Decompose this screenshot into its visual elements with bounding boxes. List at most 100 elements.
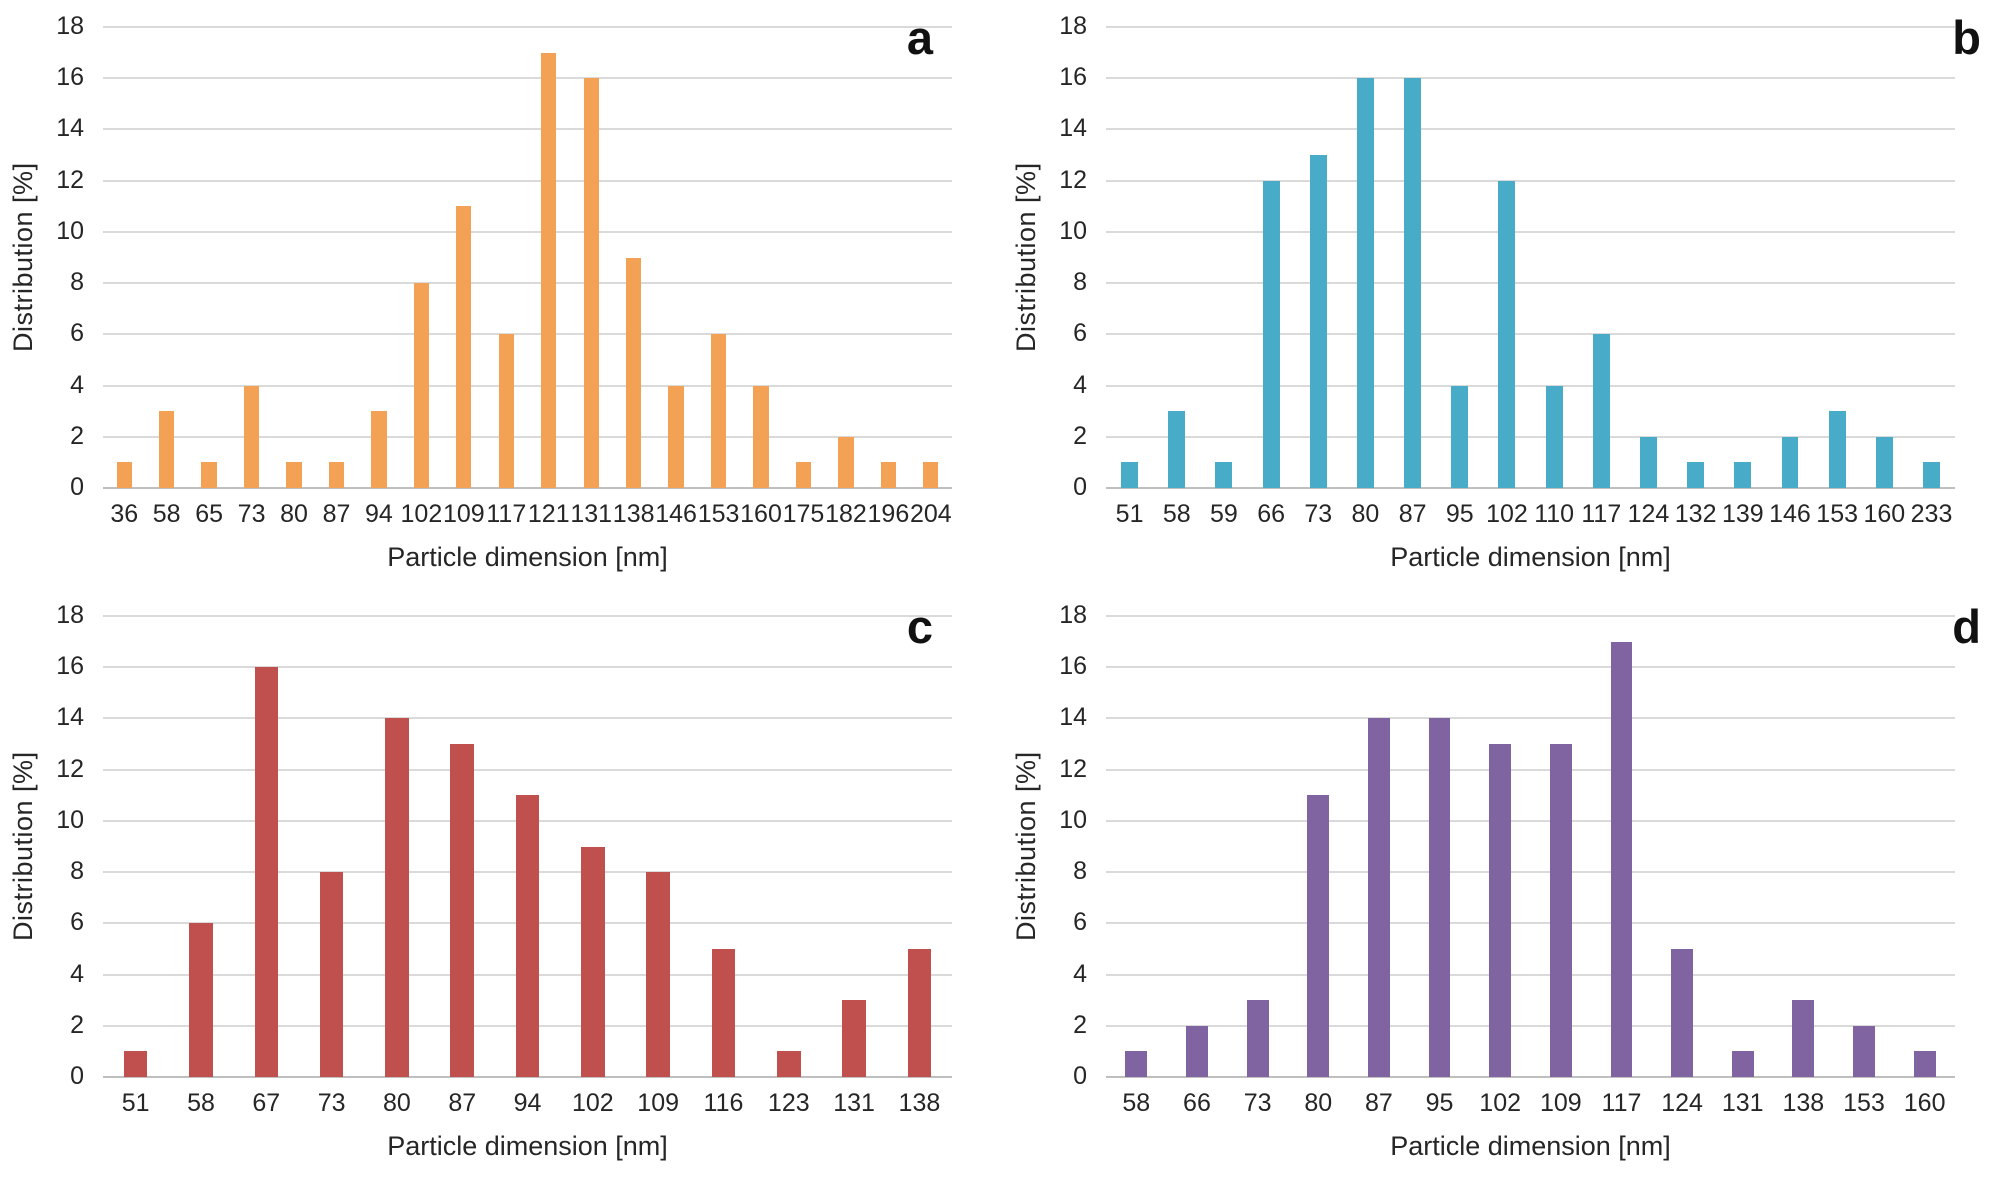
- bar-87nm: [1367, 718, 1390, 1077]
- gridline: [1106, 26, 1955, 28]
- x-axis-title: Particle dimension [nm]: [387, 1131, 668, 1161]
- bar-94nm: [515, 795, 540, 1077]
- gridline: [103, 230, 952, 233]
- bar-slot: [1389, 27, 1436, 488]
- bar-slot: [740, 27, 782, 488]
- x-tick-label: 196: [867, 500, 910, 528]
- bar-138nm: [1792, 1000, 1815, 1077]
- bar-80nm: [1356, 78, 1374, 488]
- bar-slot: [1719, 27, 1766, 488]
- bar-slot: [1531, 27, 1578, 488]
- bar-102nm: [1498, 180, 1516, 488]
- y-tick-label: 4: [70, 370, 84, 399]
- bar-139nm: [1734, 462, 1752, 488]
- bar-slot: [234, 616, 299, 1077]
- histogram-panel-a: Distribution [%] 18 16 14 12 10 8 6 4 2 0 36 58 65 7…: [0, 0, 1003, 589]
- bar-slot: [528, 27, 570, 488]
- x-tick-label: 87: [448, 1089, 477, 1117]
- y-tick-label: 16: [56, 652, 84, 681]
- x-tick-label: 117: [486, 500, 527, 528]
- x-axis-title: Particle dimension [nm]: [1390, 1131, 1671, 1161]
- y-tick-label: 14: [1059, 114, 1087, 143]
- x-tick-label: 73: [237, 500, 266, 528]
- x-axis-tick-labels: 51 58 67 73 80 87 94 102 109 116 123 131 138: [103, 1089, 952, 1118]
- plot-area: [1106, 26, 1955, 489]
- y-tick-label: 6: [1073, 319, 1087, 348]
- bar-196nm: [880, 462, 897, 488]
- bar-slot: [1861, 27, 1908, 488]
- y-tick-label: 18: [56, 12, 84, 40]
- gridline: [103, 384, 952, 387]
- y-tick-label: 8: [70, 857, 84, 886]
- bar-series: [1106, 616, 1955, 1077]
- y-tick-label: 4: [1073, 959, 1087, 988]
- bar-153nm: [710, 334, 727, 488]
- x-tick-label: 131: [833, 1089, 875, 1117]
- bar-series: [103, 27, 952, 488]
- x-tick-label: 146: [1769, 500, 1811, 528]
- bar-95nm: [1451, 385, 1469, 488]
- bar-slot: [1248, 27, 1295, 488]
- bar-109nm: [456, 206, 472, 488]
- y-tick-label: 16: [56, 63, 84, 92]
- bar-87nm: [328, 462, 345, 488]
- bar-slot: [230, 27, 272, 488]
- x-tick-label: 233: [1910, 500, 1953, 528]
- x-tick-label: 182: [825, 500, 867, 528]
- panel-letter: d: [1952, 600, 1981, 653]
- y-tick-label: 2: [1073, 1010, 1087, 1039]
- bar-slot: [1409, 616, 1470, 1077]
- x-tick-label: 102: [400, 500, 443, 528]
- bar-slot: [1773, 616, 1834, 1077]
- y-tick-label: 18: [56, 601, 84, 629]
- plot-area: [103, 615, 952, 1078]
- bar-95nm: [1428, 718, 1451, 1077]
- x-tick-label: 109: [442, 500, 485, 528]
- histogram-panel-c: Distribution [%] 18 16 14 12 10 8 6 4 2 0 51 58 67 7…: [0, 589, 1003, 1178]
- x-tick-label: 109: [1539, 1089, 1582, 1117]
- bar-slot: [273, 27, 315, 488]
- gridline: [103, 717, 952, 720]
- bar-slot: [560, 616, 625, 1077]
- y-tick-label: 6: [70, 319, 84, 348]
- x-tick-label: 73: [1243, 1089, 1272, 1117]
- bar-slot: [1106, 27, 1153, 488]
- x-tick-label: 138: [1782, 1089, 1825, 1117]
- x-tick-label: 131: [1721, 1089, 1764, 1117]
- bar-slot: [825, 27, 867, 488]
- bar-73nm: [1309, 155, 1327, 488]
- bar-124nm: [1671, 948, 1693, 1077]
- bar-series: [1106, 27, 1955, 488]
- y-tick-label: 2: [70, 421, 84, 450]
- x-tick-label: 132: [1674, 500, 1717, 528]
- bar-131nm: [583, 78, 599, 488]
- y-tick-label: 12: [1059, 165, 1087, 194]
- y-tick-label: 10: [56, 216, 84, 245]
- x-tick-label: 95: [1425, 1089, 1454, 1117]
- bar-117nm: [498, 334, 514, 488]
- y-tick-label: 6: [70, 908, 84, 937]
- y-tick-label: 0: [70, 473, 84, 501]
- bar-59nm: [1215, 462, 1233, 488]
- bar-slot: [168, 616, 233, 1077]
- x-tick-label: 117: [1581, 500, 1622, 528]
- x-tick-label: 123: [767, 1089, 810, 1117]
- bar-slot: [1106, 616, 1167, 1077]
- bar-109nm: [646, 872, 670, 1077]
- gridline: [1106, 819, 1955, 822]
- bar-138nm: [907, 948, 932, 1077]
- y-tick-label: 16: [1059, 63, 1087, 92]
- bar-slot: [1483, 27, 1530, 488]
- bar-slot: [145, 27, 187, 488]
- bar-slot: [1349, 616, 1410, 1077]
- plot-area: [1106, 615, 1955, 1078]
- bar-slot: [1288, 616, 1349, 1077]
- bar-slot: [1672, 27, 1719, 488]
- bar-slot: [821, 616, 886, 1077]
- bar-slot: [1200, 27, 1247, 488]
- gridline: [1106, 179, 1955, 182]
- y-tick-label: 2: [70, 1010, 84, 1039]
- y-tick-label: 14: [56, 114, 84, 143]
